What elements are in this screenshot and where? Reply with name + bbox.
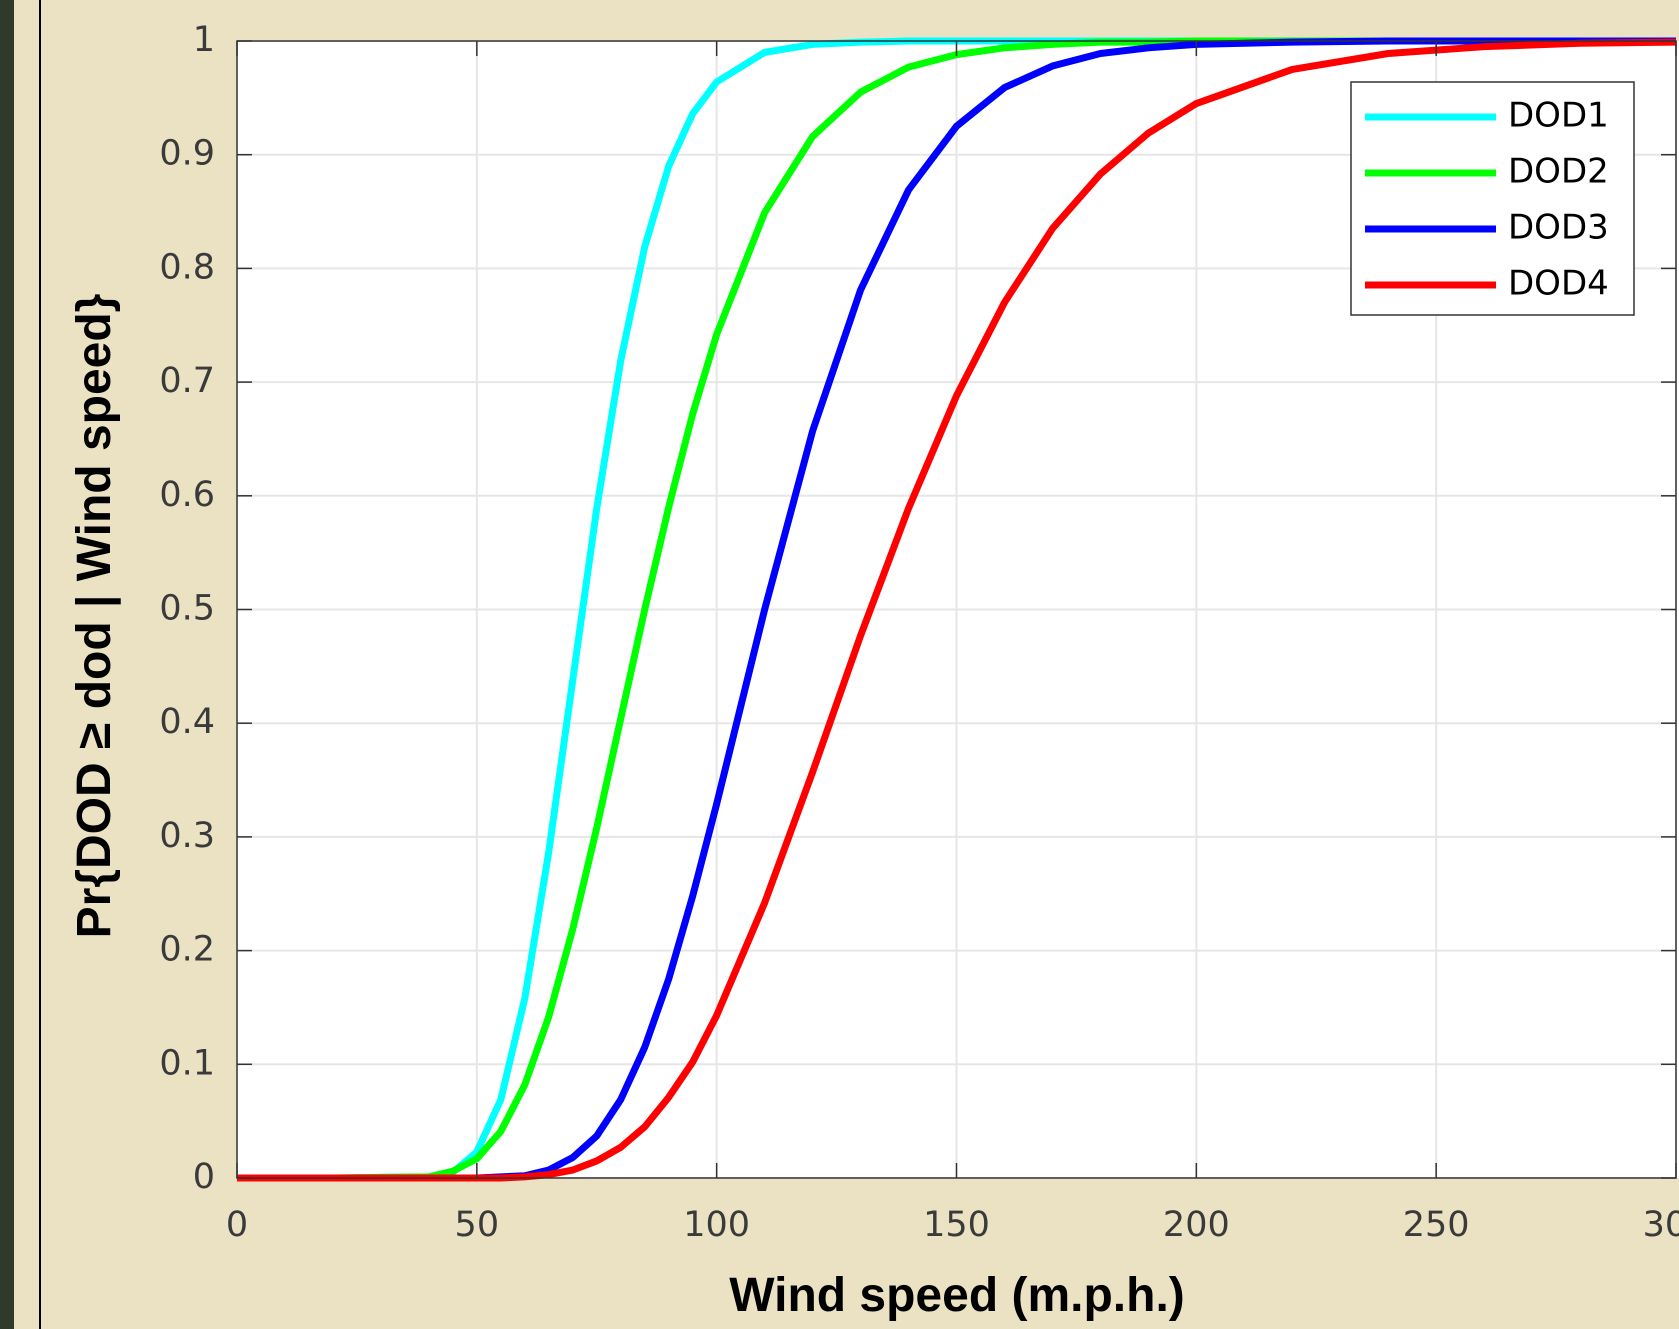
y-tick-label: 0.2 [159, 930, 215, 970]
y-axis-title: Pr{DOD ≥ dod | Wind speed} [68, 294, 121, 939]
y-tick-label: 0.9 [159, 134, 215, 174]
y-tick-label: 0 [193, 1157, 215, 1197]
y-tick-label: 0.4 [159, 702, 215, 742]
ticks: 0 0.1 0.2 0.3 0.4 0.5 0.6 0.7 0.8 0.9 1 0 50 100 150 20… [159, 20, 1679, 1245]
legend-label: DOD3 [1508, 208, 1609, 248]
x-tick-label: 50 [455, 1205, 500, 1245]
legend-label: DOD1 [1508, 96, 1609, 136]
y-tick-label: 0.8 [159, 247, 215, 287]
x-tick-label: 300 [1643, 1205, 1679, 1245]
y-tick-label: 0.3 [159, 816, 215, 856]
x-tick-label: 200 [1163, 1205, 1230, 1245]
legend: DOD1 DOD2 DOD3 DOD4 [1350, 81, 1635, 316]
side-strip [0, 0, 14, 1329]
x-axis-title: Wind speed (m.p.h.) [729, 1269, 1185, 1322]
y-tick-label: 1 [193, 20, 215, 60]
x-tick-label: 150 [923, 1205, 990, 1245]
y-tick-label: 0.6 [159, 475, 215, 515]
y-tick-label: 0.1 [159, 1043, 215, 1083]
legend-label: DOD2 [1508, 152, 1609, 192]
x-tick-label: 100 [683, 1205, 750, 1245]
legend-label: DOD4 [1508, 264, 1609, 304]
y-tick-label: 0.5 [159, 589, 215, 629]
x-tick-label: 250 [1403, 1205, 1470, 1245]
y-tick-label: 0.7 [159, 361, 215, 401]
x-tick-label: 0 [226, 1205, 248, 1245]
legend-box [1350, 81, 1635, 316]
